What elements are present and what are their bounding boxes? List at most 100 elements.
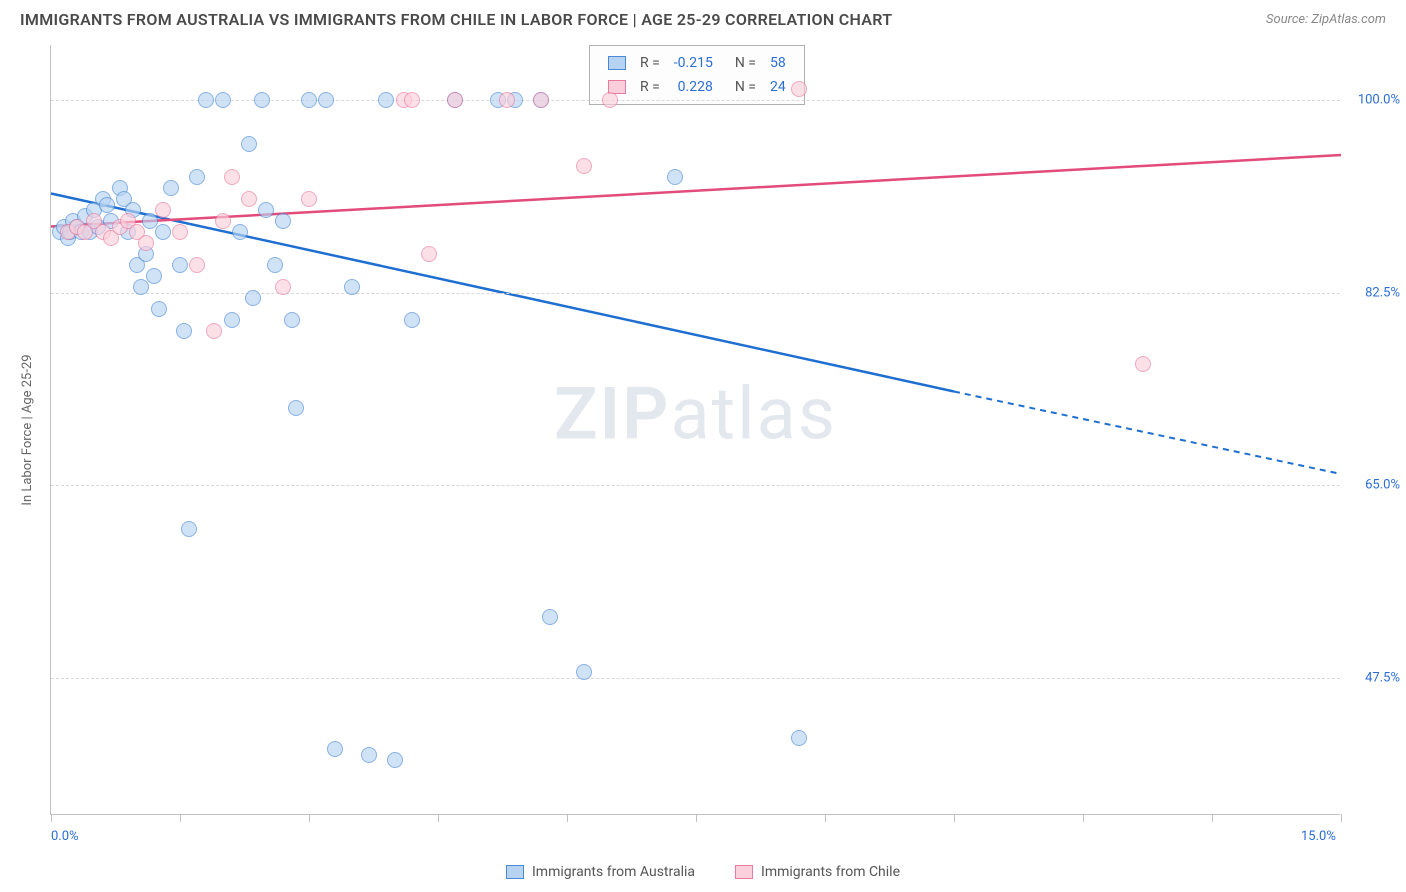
source-label: Source: ZipAtlas.com <box>1266 12 1386 27</box>
chart-svg <box>51 45 1340 814</box>
data-point <box>181 521 197 537</box>
data-point <box>284 312 300 328</box>
x-tick <box>954 814 955 822</box>
data-point <box>99 197 115 213</box>
data-point <box>378 92 394 108</box>
series-name: Immigrants from Australia <box>532 864 695 880</box>
data-point <box>241 191 257 207</box>
x-tick <box>1083 814 1084 822</box>
legend-n-value: 24 <box>764 76 792 98</box>
data-point <box>232 224 248 240</box>
data-point <box>258 202 274 218</box>
data-point <box>146 268 162 284</box>
y-axis-title: In Labor Force | Age 25-29 <box>20 354 35 505</box>
data-point <box>576 158 592 174</box>
data-point <box>172 224 188 240</box>
legend-r-prefix: R = <box>634 52 666 74</box>
data-point <box>791 730 807 746</box>
legend-swatch <box>506 865 524 879</box>
data-point <box>224 169 240 185</box>
data-point <box>602 92 618 108</box>
x-tick-label: 0.0% <box>51 829 79 844</box>
x-tick <box>567 814 568 822</box>
data-point <box>542 609 558 625</box>
data-point <box>224 312 240 328</box>
gridline <box>51 100 1340 101</box>
data-point <box>172 257 188 273</box>
data-point <box>254 92 270 108</box>
data-point <box>198 92 214 108</box>
x-tick <box>1212 814 1213 822</box>
legend-r-value: 0.228 <box>668 76 719 98</box>
legend-n-prefix: N = <box>721 76 762 98</box>
gridline <box>51 293 1340 294</box>
bottom-legend-item: Immigrants from Australia <box>506 864 695 880</box>
bottom-legend: Immigrants from Australia Immigrants from… <box>506 864 900 880</box>
data-point <box>176 323 192 339</box>
data-point <box>288 400 304 416</box>
data-point <box>151 301 167 317</box>
data-point <box>267 257 283 273</box>
y-tick-label: 82.5% <box>1365 285 1400 300</box>
legend-n-value: 58 <box>764 52 792 74</box>
data-point <box>138 235 154 251</box>
data-point <box>301 191 317 207</box>
legend-r-value: -0.215 <box>668 52 719 74</box>
x-tick <box>696 814 697 822</box>
data-point <box>533 92 549 108</box>
series-name: Immigrants from Chile <box>761 864 900 880</box>
data-point <box>245 290 261 306</box>
legend-n-prefix: N = <box>721 52 762 74</box>
data-point <box>404 92 420 108</box>
legend-row: R =-0.215N =58 <box>602 52 792 74</box>
x-tick <box>51 814 52 822</box>
data-point <box>499 92 515 108</box>
legend-r-prefix: R = <box>634 76 666 98</box>
correlation-legend: R =-0.215N =58R =0.228N =24 <box>589 45 805 105</box>
gridline <box>51 485 1340 486</box>
x-tick <box>438 814 439 822</box>
data-point <box>189 257 205 273</box>
data-point <box>791 81 807 97</box>
y-tick-label: 100.0% <box>1358 93 1400 108</box>
x-tick <box>1341 814 1342 822</box>
data-point <box>327 741 343 757</box>
data-point <box>215 92 231 108</box>
data-point <box>344 279 360 295</box>
data-point <box>576 664 592 680</box>
legend-swatch <box>608 56 626 70</box>
data-point <box>155 202 171 218</box>
data-point <box>206 323 222 339</box>
data-point <box>241 136 257 152</box>
legend-row: R =0.228N =24 <box>602 76 792 98</box>
data-point <box>404 312 420 328</box>
data-point <box>215 213 231 229</box>
data-point <box>1135 356 1151 372</box>
x-tick <box>825 814 826 822</box>
data-point <box>133 279 149 295</box>
trend-line-dashed <box>954 392 1341 475</box>
x-tick <box>309 814 310 822</box>
data-point <box>421 246 437 262</box>
data-point <box>155 224 171 240</box>
data-point <box>447 92 463 108</box>
y-tick-label: 65.0% <box>1365 478 1400 493</box>
data-point <box>163 180 179 196</box>
y-tick-label: 47.5% <box>1365 670 1400 685</box>
data-point <box>387 752 403 768</box>
data-point <box>275 279 291 295</box>
correlation-table: R =-0.215N =58R =0.228N =24 <box>600 50 794 100</box>
data-point <box>275 213 291 229</box>
data-point <box>189 169 205 185</box>
legend-swatch <box>735 865 753 879</box>
bottom-legend-item: Immigrants from Chile <box>735 864 900 880</box>
data-point <box>667 169 683 185</box>
x-tick <box>180 814 181 822</box>
x-tick-label: 15.0% <box>1301 829 1336 844</box>
gridline <box>51 678 1340 679</box>
data-point <box>318 92 334 108</box>
data-point <box>301 92 317 108</box>
data-point <box>361 747 377 763</box>
chart-title: IMMIGRANTS FROM AUSTRALIA VS IMMIGRANTS … <box>20 10 892 29</box>
plot-area: ZIPatlas R =-0.215N =58R =0.228N =24 47.… <box>50 45 1340 815</box>
